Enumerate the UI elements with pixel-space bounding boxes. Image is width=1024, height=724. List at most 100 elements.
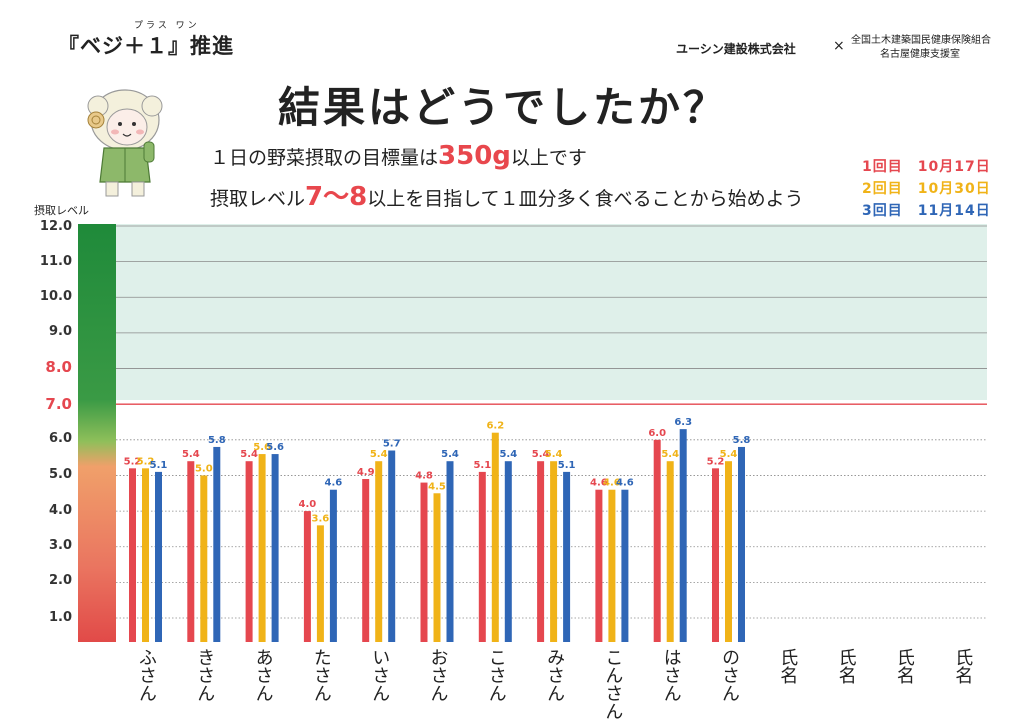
category-label: みさん: [544, 648, 566, 702]
value-label: 4.8: [415, 471, 433, 482]
company-name: ユーシン建設株式会社: [676, 42, 796, 56]
legend-round-2: 2回目 10月30日: [862, 181, 991, 197]
bar-2回目: [142, 468, 149, 642]
value-label: 5.4: [240, 449, 258, 460]
level-gradient-bar: [78, 224, 116, 642]
association-name: 全国土木建築国民健康保険組合: [851, 35, 991, 46]
y-tick: 10.0: [39, 289, 72, 304]
bar-1回目: [362, 479, 370, 642]
bar-2回目: [666, 461, 674, 642]
goal-text-1: 摂取レベル: [210, 188, 306, 210]
value-label: 4.6: [603, 478, 621, 489]
value-label: 5.8: [208, 435, 226, 446]
value-label: 5.2: [137, 456, 155, 467]
value-label: 4.6: [325, 478, 343, 489]
value-label: 4.6: [616, 478, 634, 489]
value-label: 6.3: [674, 417, 692, 428]
value-label: 4.5: [428, 481, 446, 492]
value-label: 5.4: [182, 449, 200, 460]
bar-3回目: [738, 446, 745, 642]
times-sign: ×: [833, 38, 845, 54]
value-label: 4.9: [357, 467, 375, 478]
value-label: 5.1: [150, 460, 168, 471]
value-label: 4.0: [299, 499, 317, 510]
sheep-mascot: [87, 89, 163, 197]
bar-3回目: [504, 461, 512, 642]
value-label: 4.6: [590, 478, 608, 489]
bar-1回目: [187, 461, 195, 642]
value-label: 5.2: [124, 456, 142, 467]
bar-1回目: [129, 468, 136, 642]
bar-1回目: [712, 468, 719, 642]
target-message: １日の野菜摂取の目標量は350g以上です: [210, 141, 587, 171]
legend-round-1: 1回目 10月17日: [862, 159, 991, 175]
category-label: のさん: [719, 648, 740, 702]
goal-text-2: 以上を目指して１皿分多く食べることから始めよう: [367, 188, 804, 210]
bar-1回目: [420, 482, 428, 642]
bar-3回目: [621, 489, 629, 642]
category-label: 氏名: [835, 648, 857, 684]
category-label: はさん: [660, 648, 682, 702]
program-title-ruby: プラス ワン: [134, 21, 200, 31]
value-label: 5.4: [499, 449, 517, 460]
y-tick: 1.0: [48, 610, 72, 625]
target-text-2: 以上です: [510, 147, 587, 169]
category-label: たさん: [310, 648, 332, 702]
value-label: 5.8: [733, 435, 751, 446]
bar-1回目: [537, 461, 545, 642]
category-label: ふさん: [136, 648, 157, 702]
association-office: 名古屋健康支援室: [880, 49, 960, 60]
bar-3回目: [563, 471, 571, 642]
value-label: 5.4: [441, 449, 459, 460]
bar-3回目: [329, 489, 337, 642]
goal-level: 7〜8: [305, 182, 368, 212]
value-label: 5.1: [558, 460, 576, 471]
category-label: 氏名: [777, 648, 799, 684]
bar-1回目: [653, 439, 661, 642]
y-tick: 6.0: [48, 431, 72, 446]
value-labels: 5.25.25.15.45.05.85.45.65.64.03.64.64.95…: [124, 417, 751, 524]
legend-round-3: 3回目 11月14日: [862, 203, 991, 219]
value-label: 5.4: [532, 449, 550, 460]
bar-3回目: [388, 450, 396, 642]
y-tick: 2.0: [48, 573, 72, 588]
value-label: 6.2: [486, 421, 504, 432]
bar-2回目: [200, 475, 208, 642]
category-label: きさん: [194, 648, 216, 702]
target-text-1: １日の野菜摂取の目標量は: [210, 147, 439, 169]
bar-2回目: [375, 461, 383, 642]
bar-2回目: [258, 454, 266, 642]
category-label: 氏名: [952, 648, 974, 684]
value-label: 5.0: [195, 463, 213, 474]
bar-1回目: [245, 461, 253, 642]
value-label: 5.6: [266, 442, 284, 453]
y-tick: 8.0: [45, 358, 72, 376]
y-tick: 11.0: [39, 254, 72, 269]
bars: [129, 429, 745, 642]
value-label: 6.0: [648, 428, 666, 439]
category-label: いさん: [369, 648, 391, 702]
bar-2回目: [608, 489, 616, 642]
bar-2回目: [550, 461, 558, 642]
category-label: 氏名: [893, 648, 915, 684]
bar-2回目: [316, 525, 324, 642]
bar-2回目: [433, 493, 441, 642]
bar-3回目: [155, 471, 162, 642]
category-label: こんさん: [602, 648, 624, 720]
target-zone: [115, 224, 987, 400]
goal-message: 摂取レベル7〜8以上を目指して１皿分多く食べることから始めよう: [210, 176, 804, 213]
y-axis-label: 摂取レベル: [34, 204, 89, 217]
bar-3回目: [213, 446, 221, 642]
y-tick: 4.0: [48, 503, 72, 518]
value-label: 5.4: [661, 449, 679, 460]
bar-1回目: [595, 489, 603, 642]
bar-1回目: [478, 471, 486, 642]
y-tick: 7.0: [45, 395, 72, 413]
y-tick: 9.0: [48, 324, 72, 339]
value-label: 5.4: [545, 449, 563, 460]
bar-2回目: [491, 432, 499, 642]
bar-3回目: [271, 454, 279, 642]
y-tick: 5.0: [48, 467, 72, 482]
